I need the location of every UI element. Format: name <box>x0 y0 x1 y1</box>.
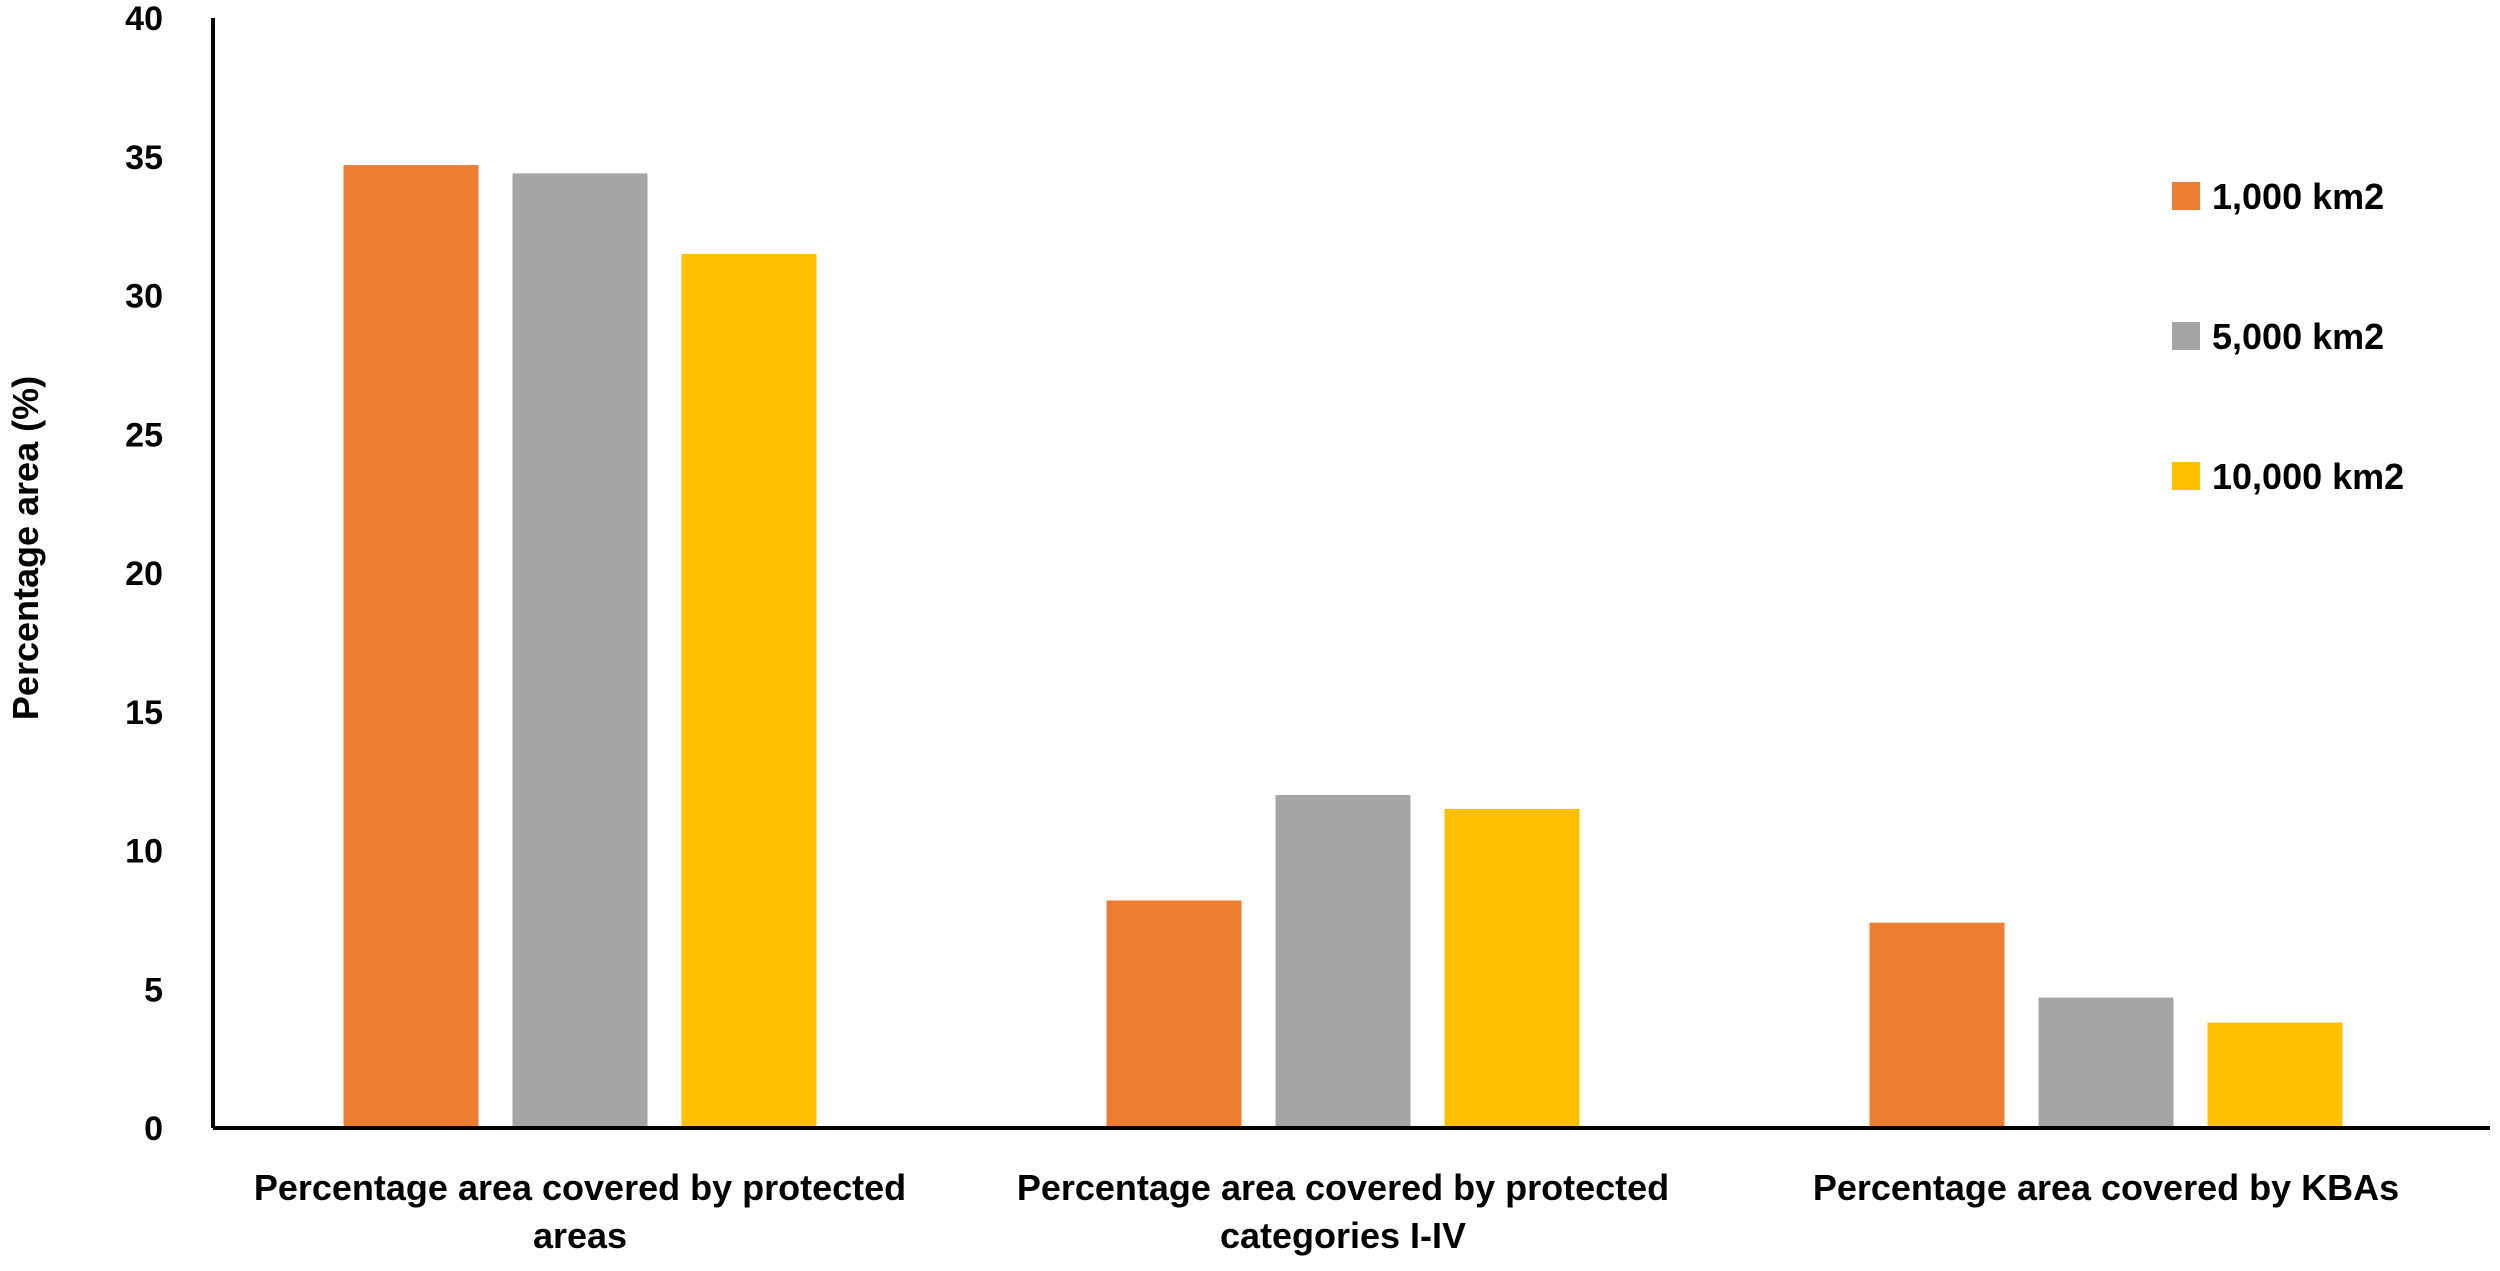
bar-0-2 <box>681 253 817 1128</box>
bar-1-2 <box>1444 808 1580 1128</box>
x-category-label-line: Percentage area covered by protected <box>1017 1167 1669 1208</box>
legend-label: 5,000 km2 <box>2212 316 2384 357</box>
y-axis-title-group: Percentage area (%) <box>5 376 46 720</box>
y-tick-label: 10 <box>125 833 163 871</box>
bar-0-1 <box>512 173 648 1128</box>
bar-0-0 <box>343 165 479 1128</box>
x-category-label: Percentage area covered by protected cate… <box>1017 1167 1669 1256</box>
legend-label: 1,000 km2 <box>2212 176 2384 217</box>
bar-1-0 <box>1106 900 1242 1128</box>
y-tick-label: 40 <box>125 0 163 38</box>
x-category-label-line: Percentage area covered by KBAs <box>1813 1167 2399 1208</box>
legend-label: 10,000 km2 <box>2212 456 2404 497</box>
bar-2-1 <box>2038 997 2174 1128</box>
x-category-label: Percentage area covered by KBAs <box>1813 1167 2399 1208</box>
legend-swatch <box>2172 322 2200 350</box>
y-tick-label: 35 <box>125 139 163 177</box>
legend-swatch <box>2172 182 2200 210</box>
y-tick-label: 15 <box>125 694 163 732</box>
bar-2-0 <box>1869 922 2005 1128</box>
y-tick-label: 0 <box>144 1110 163 1148</box>
y-tick-label: 25 <box>125 416 163 454</box>
x-category-label-line: Percentage area covered by protected <box>254 1167 906 1208</box>
legend: 1,000 km2 5,000 km2 10,000 km2 <box>2172 176 2404 497</box>
bars-layer <box>343 165 2343 1128</box>
y-tick-label: 5 <box>144 971 163 1009</box>
x-category-label: Percentage area covered by protected area… <box>254 1167 906 1256</box>
x-category-labels: Percentage area covered by protected area… <box>254 1167 2399 1256</box>
y-tick-label: 30 <box>125 278 163 316</box>
y-tick-label: 20 <box>125 555 163 593</box>
bar-1-1 <box>1275 795 1411 1128</box>
axes-layer <box>211 18 2490 1130</box>
y-tick-labels: 0 5 10 15 20 25 30 35 40 <box>125 0 163 1148</box>
y-axis-title: Percentage area (%) <box>5 376 46 720</box>
x-category-label-line: areas <box>533 1215 627 1256</box>
bar-2-2 <box>2207 1022 2343 1128</box>
x-category-label-line: categories I-IV <box>1220 1215 1466 1256</box>
legend-swatch <box>2172 462 2200 490</box>
